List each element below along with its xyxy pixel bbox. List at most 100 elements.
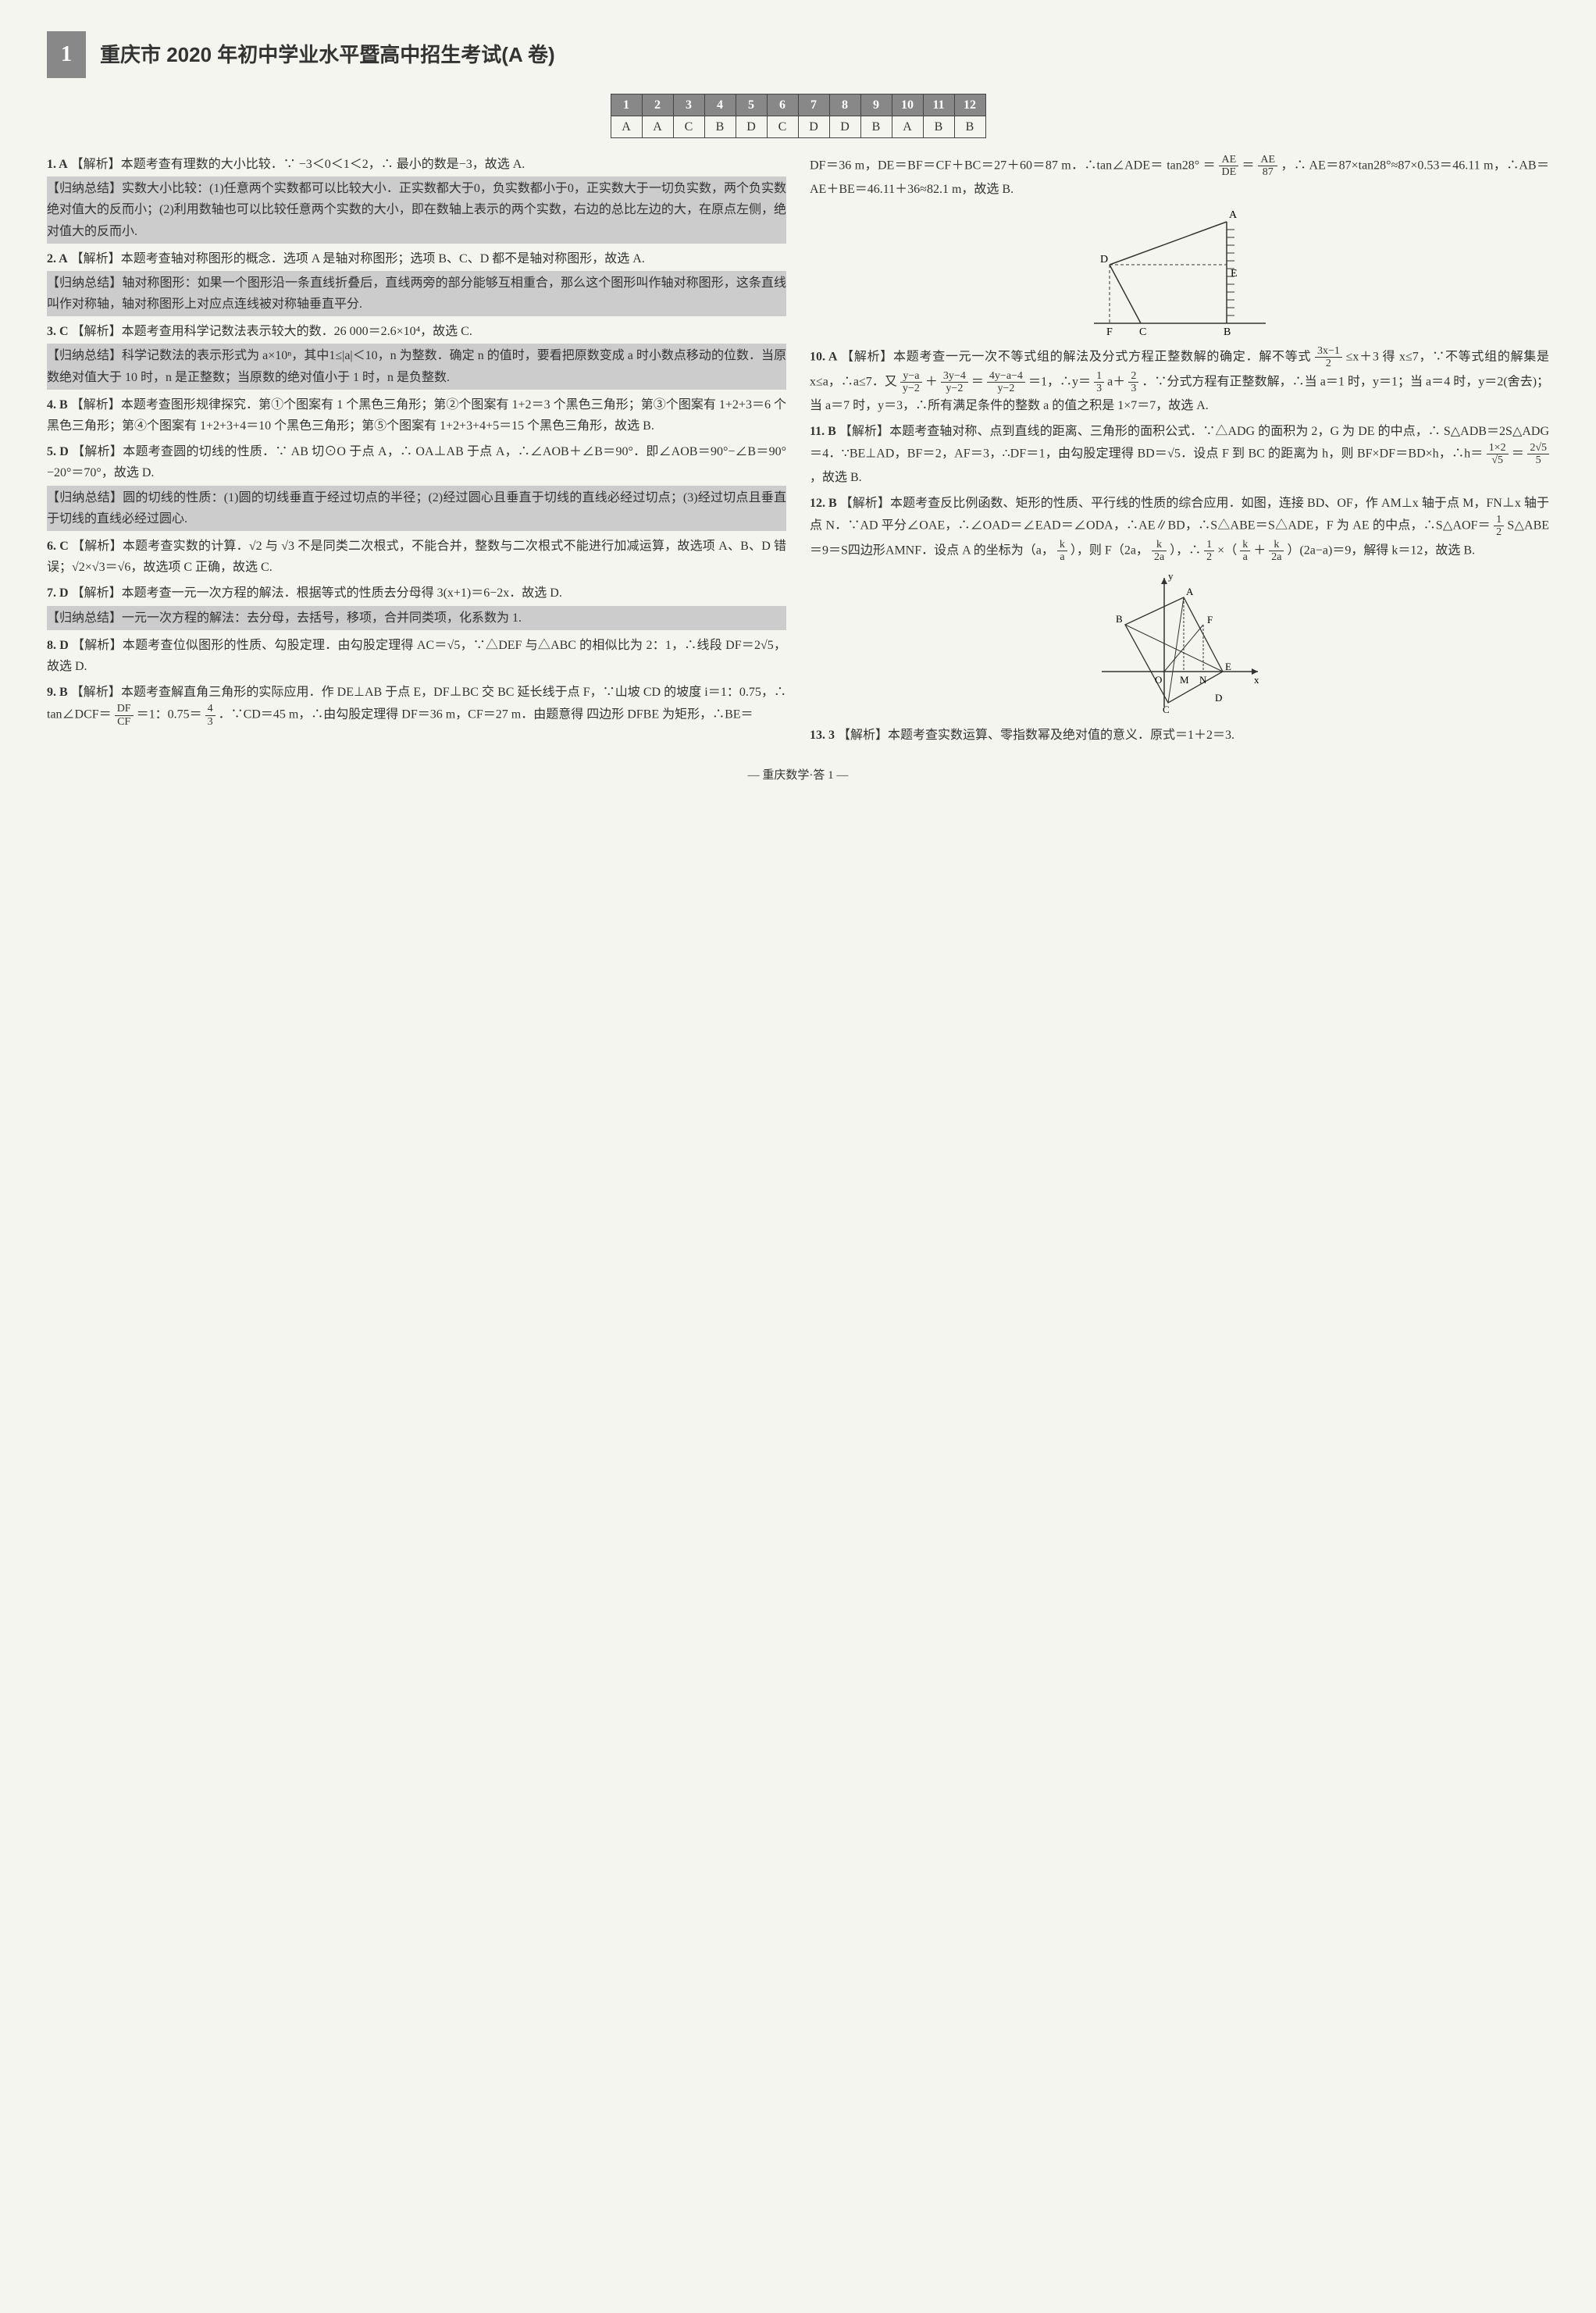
page-title: 重庆市 2020 年初中学业水平暨高中招生考试(A 卷) — [100, 37, 555, 72]
q12-f6: k2a — [1269, 539, 1284, 564]
q9: 9. B 【解析】本题考查解直角三角形的实际应用．作 DE⊥AB 于点 E，DF… — [47, 682, 786, 728]
frac-num: 3y−4 — [941, 370, 968, 383]
q12-f1: 12 — [1494, 514, 1504, 539]
q5: 5. D 【解析】本题考查圆的切线的性质．∵ AB 切⊙O 于点 A，∴ OA⊥… — [47, 441, 786, 531]
label-C: C — [1139, 326, 1146, 338]
answer-cell: A — [611, 116, 642, 137]
frac-den: 3 — [205, 716, 216, 728]
label-B: B — [1224, 326, 1231, 338]
frac-num: 1 — [1094, 370, 1104, 383]
answer-table: 123456789101112 AACBDCDDBABB — [611, 94, 986, 138]
q10-f6: 23 — [1128, 370, 1138, 395]
q9c-mid: ＝ — [1242, 159, 1255, 173]
label-F2: F — [1207, 614, 1213, 625]
frac-num: 3x−1 — [1315, 345, 1342, 358]
q12-f5: ka — [1240, 539, 1250, 564]
answer-header-cell: 6 — [767, 94, 798, 116]
answer-header-cell: 2 — [642, 94, 673, 116]
q3-summary-text: 科学记数法的表示形式为 a×10ⁿ，其中1≤|a|＜10，n 为整数．确定 n … — [47, 349, 786, 383]
frac-den: CF — [115, 716, 134, 728]
answer-table-header-row: 123456789101112 — [611, 94, 985, 116]
frac-num: k — [1057, 539, 1067, 551]
q8-label: 【解析】 — [72, 639, 123, 652]
q10-t4: ＝ — [971, 375, 984, 388]
frac-num: k — [1269, 539, 1284, 551]
label-E: E — [1231, 268, 1238, 280]
q1-summary: 【归纳总结】实数大小比较：(1)任意两个实数都可以比较大小．正实数都大于0，负实… — [47, 176, 786, 244]
q3-summary-label: 【归纳总结】 — [47, 349, 122, 362]
q12-t6: ＋ — [1253, 544, 1266, 557]
answer-header-cell: 10 — [892, 94, 923, 116]
q4: 4. B 【解析】本题考查图形规律探究．第①个图案有 1 个黑色三角形；第②个图… — [47, 394, 786, 437]
q11-f1: 1×2√5 — [1487, 442, 1509, 467]
frac-num: 2√5 — [1527, 442, 1549, 454]
frac-num: 4 — [205, 703, 216, 715]
answer-cell: B — [954, 116, 985, 137]
answer-cell: C — [673, 116, 704, 137]
frac-num: AE — [1219, 154, 1238, 166]
q1-summary-text: 实数大小比较：(1)任意两个实数都可以比较大小．正实数都大于0，负实数都小于0，… — [47, 182, 786, 237]
q10-f1: 3x−12 — [1315, 345, 1342, 370]
q9c-text: DF＝36 m，DE＝BF＝CF＋BC＝27＋60＝87 m．∴tan∠ADE＝… — [810, 159, 1216, 173]
q3-num: 3. C — [47, 325, 69, 338]
frac-num: k — [1240, 539, 1250, 551]
q5-summary: 【归纳总结】圆的切线的性质：(1)圆的切线垂直于经过切点的半径；(2)经过圆心且… — [47, 486, 786, 531]
q12-f4: 12 — [1204, 539, 1214, 564]
q10-f5: 13 — [1094, 370, 1104, 395]
q1-label: 【解析】 — [71, 158, 121, 171]
q5-text: 本题考查圆的切线的性质．∵ AB 切⊙O 于点 A，∴ OA⊥AB 于点 A，∴… — [47, 445, 786, 479]
answer-header-cell: 8 — [829, 94, 860, 116]
q3-summary: 【归纳总结】科学记数法的表示形式为 a×10ⁿ，其中1≤|a|＜10，n 为整数… — [47, 344, 786, 389]
answer-header-cell: 7 — [798, 94, 829, 116]
q12-t7: ）(2a−a)＝9，解得 k＝12，故选 B. — [1287, 544, 1475, 557]
q12-f3: k2a — [1152, 539, 1167, 564]
diagram-triangle-building: A D E F C B — [1078, 206, 1281, 339]
answer-table-answer-row: AACBDCDDBABB — [611, 116, 985, 137]
frac-num: y−a — [900, 370, 922, 383]
frac-num: AE — [1258, 154, 1277, 166]
q2-summary: 【归纳总结】轴对称图形：如果一个图形沿一条直线折叠后，直线两旁的部分能够互相重合… — [47, 271, 786, 316]
q5-num: 5. D — [47, 445, 69, 458]
q1: 1. A 【解析】本题考查有理数的大小比较．∵ −3＜0＜1＜2，∴ 最小的数是… — [47, 154, 786, 244]
q12-label: 【解析】 — [840, 497, 890, 510]
label-E2: E — [1225, 661, 1231, 672]
answer-cell: D — [736, 116, 767, 137]
frac-den: y−2 — [900, 383, 922, 394]
frac-den: y−2 — [941, 383, 968, 394]
q9-cont: DF＝36 m，DE＝BF＝CF＋BC＝27＋60＝87 m．∴tan∠ADE＝… — [810, 154, 1549, 200]
q2: 2. A 【解析】本题考查轴对称图形的概念．选项 A 是轴对称图形；选项 B、C… — [47, 248, 786, 317]
answer-cell: A — [642, 116, 673, 137]
q12: 12. B 【解析】本题考查反比例函数、矩形的性质、平行线的性质的综合应用．如图… — [810, 493, 1549, 564]
q8: 8. D 【解析】本题考查位似图形的性质、勾股定理．由勾股定理得 AC＝√5，∵… — [47, 635, 786, 677]
answer-header-cell: 1 — [611, 94, 642, 116]
frac-num: 1×2 — [1487, 442, 1509, 454]
frac-num: 1 — [1204, 539, 1214, 551]
answer-cell: A — [892, 116, 923, 137]
frac-den: 2 — [1494, 526, 1504, 538]
q6-label: 【解析】 — [72, 540, 123, 553]
answer-cell: D — [798, 116, 829, 137]
answer-header-cell: 11 — [923, 94, 954, 116]
q1-summary-label: 【归纳总结】 — [47, 182, 122, 195]
q6: 6. C 【解析】本题考查实数的计算．√2 与 √3 不是同类二次根式，不能合并… — [47, 536, 786, 578]
q12-t4: ），∴ — [1170, 544, 1201, 557]
frac-num: 4y−a−4 — [987, 370, 1025, 383]
frac-den: a — [1240, 551, 1250, 563]
label-B2: B — [1116, 613, 1123, 625]
q10-f2: y−ay−2 — [900, 370, 922, 395]
answer-header-cell: 12 — [954, 94, 985, 116]
q8-text: 本题考查位似图形的性质、勾股定理．由勾股定理得 AC＝√5，∵△DEF 与△AB… — [47, 639, 786, 673]
answer-cell: B — [860, 116, 892, 137]
q8-num: 8. D — [47, 639, 69, 652]
q13-num: 13. 3 — [810, 729, 835, 742]
q11-label: 【解析】 — [839, 425, 889, 438]
frac-num: k — [1152, 539, 1167, 551]
q11-f2: 2√55 — [1527, 442, 1549, 467]
frac-den: 2 — [1204, 551, 1214, 563]
page-number-box: 1 — [47, 31, 86, 78]
q4-num: 4. B — [47, 398, 68, 412]
q10-f4: 4y−a−4y−2 — [987, 370, 1025, 395]
q7-summary-text: 一元一次方程的解法：去分母，去括号，移项，合并同类项，化系数为 1. — [122, 611, 522, 625]
q1-text: 本题考查有理数的大小比较．∵ −3＜0＜1＜2，∴ 最小的数是−3，故选 A. — [121, 158, 525, 171]
q12-t5: ×（ — [1217, 544, 1237, 557]
